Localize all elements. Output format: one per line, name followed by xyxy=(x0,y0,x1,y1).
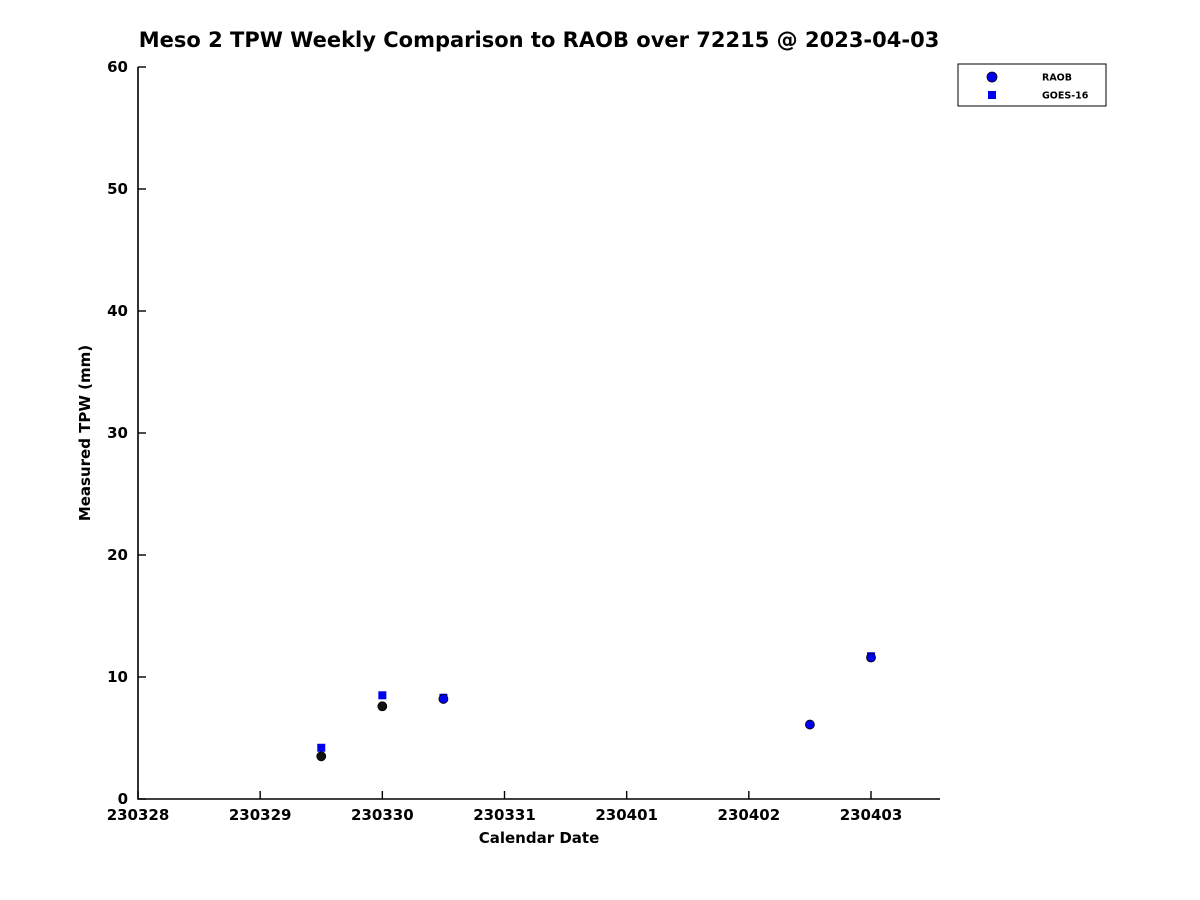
raob-point xyxy=(805,719,815,730)
chart-title: Meso 2 TPW Weekly Comparison to RAOB ove… xyxy=(139,28,940,52)
goes16-point xyxy=(317,743,326,752)
y-tick-label: 30 xyxy=(107,424,128,442)
x-tick-label: 230401 xyxy=(595,806,658,824)
y-tick-label: 50 xyxy=(107,180,128,198)
legend-circle-marker-icon xyxy=(986,71,998,83)
raob-point xyxy=(316,751,327,762)
x-tick-label: 230402 xyxy=(718,806,781,824)
y-axis-label: Measured TPW (mm) xyxy=(76,345,94,521)
axes-spines xyxy=(137,67,940,800)
raob-point xyxy=(377,701,388,712)
y-tick-label: 10 xyxy=(107,668,128,686)
x-tick-label: 230328 xyxy=(107,806,170,824)
y-tick-label: 0 xyxy=(118,790,128,808)
raob-point xyxy=(438,694,449,704)
legend-square-marker-icon xyxy=(988,91,996,99)
x-axis-label: Calendar Date xyxy=(479,829,600,847)
y-tick-label: 40 xyxy=(107,302,128,320)
x-tick-label: 230331 xyxy=(473,806,536,824)
x-tick-label: 230329 xyxy=(229,806,292,824)
legend-box xyxy=(957,63,1107,107)
y-tick-label: 60 xyxy=(107,58,128,76)
y-tick-label: 20 xyxy=(107,546,128,564)
x-tick-label: 230330 xyxy=(351,806,414,824)
legend-entry-label: RAOB xyxy=(1042,73,1072,84)
legend-entry-label: GOES-16 xyxy=(1042,91,1089,102)
x-tick-label: 230403 xyxy=(840,806,903,824)
raob-point xyxy=(866,652,876,663)
goes16-point xyxy=(378,691,387,700)
